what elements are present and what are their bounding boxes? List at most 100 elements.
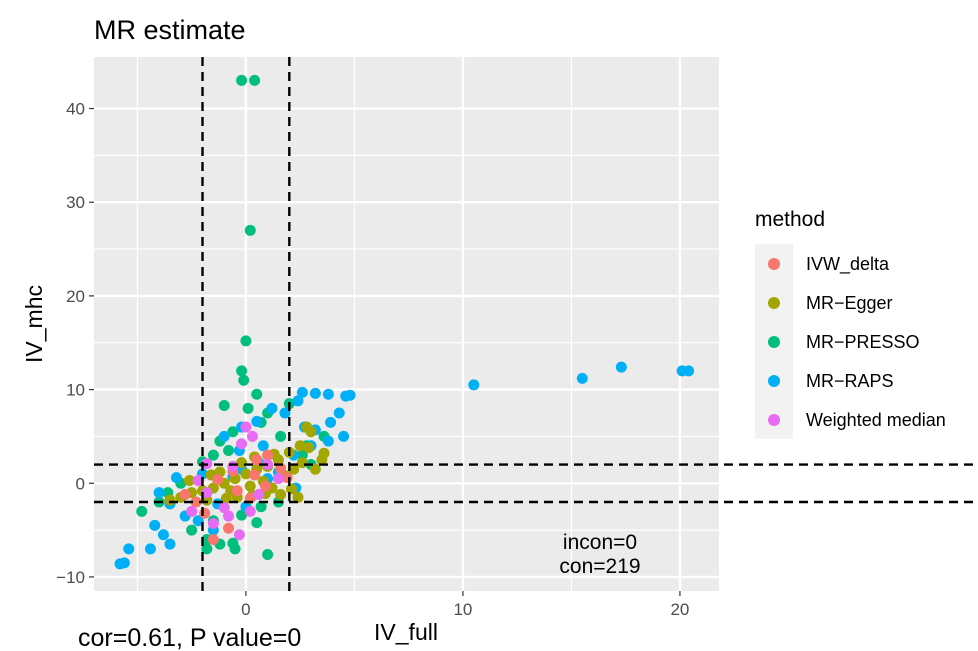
point-ivw-delta (231, 485, 243, 497)
data-points (114, 74, 695, 570)
point-mr-raps (292, 395, 304, 407)
point-mr-presso (229, 543, 241, 555)
point-ivw-delta (212, 474, 224, 486)
point-ivw-delta (207, 533, 219, 545)
point-mr-egger (164, 494, 176, 506)
point-mr-raps (615, 361, 627, 373)
point-weighted-median (223, 510, 235, 522)
point-mr-raps (144, 543, 156, 555)
point-mr-presso (236, 509, 248, 521)
point-ivw-delta (259, 480, 271, 492)
point-mr-raps (683, 365, 695, 377)
grid-minor (94, 57, 719, 591)
x-tick-label: 10 (453, 600, 472, 619)
y-tick-label: −10 (56, 568, 85, 587)
point-mr-raps (338, 430, 350, 442)
point-mr-presso (136, 505, 148, 517)
point-ivw-delta (179, 489, 191, 501)
point-mr-presso (251, 517, 263, 529)
point-mr-raps (296, 386, 308, 398)
point-weighted-median (240, 421, 252, 433)
point-mr-presso (236, 365, 248, 377)
point-mr-egger (296, 457, 308, 469)
legend-items: IVW_delta MR−Egger MR−PRESSO MR−RAPS Weighte… (755, 244, 946, 439)
point-mr-egger (309, 463, 321, 475)
point-mr-egger (285, 483, 297, 495)
y-axis-title: IV_mhc (21, 285, 47, 363)
x-axis-title: IV_full (374, 619, 438, 645)
point-ivw-delta (262, 449, 274, 461)
point-weighted-median (207, 518, 219, 530)
point-mr-raps (322, 435, 334, 447)
legend: method IVW_delta MR−Egger MR−PRESSO MR−RAPS… (755, 208, 946, 439)
y-tick-label: 10 (66, 381, 85, 400)
point-mr-presso (223, 444, 235, 456)
point-mr-presso (236, 74, 248, 86)
point-mr-egger (240, 468, 252, 480)
chart-title: MR estimate (94, 15, 246, 45)
x-axis: 0 10 20 (241, 591, 689, 619)
point-mr-presso (201, 543, 213, 555)
point-weighted-median (218, 502, 230, 514)
point-mr-raps (149, 519, 161, 531)
legend-key-ivw-delta (768, 258, 780, 270)
point-ivw-delta (249, 469, 261, 481)
point-mr-raps (279, 407, 291, 419)
point-weighted-median (201, 487, 213, 499)
point-ivw-delta (199, 507, 211, 519)
point-mr-egger (305, 426, 317, 438)
legend-label-mr-egger: MR−Egger (806, 293, 893, 313)
point-mr-raps (322, 388, 334, 400)
point-mr-presso (207, 449, 219, 461)
legend-label-ivw-delta: IVW_delta (806, 254, 890, 275)
point-mr-presso (251, 388, 263, 400)
x-tick-label: 20 (670, 600, 689, 619)
legend-key-mr-presso (768, 336, 780, 348)
annotation-incon: incon=0 (563, 531, 637, 554)
point-mr-presso (242, 402, 254, 414)
y-tick-label: 20 (66, 287, 85, 306)
point-mr-egger (183, 474, 195, 486)
point-mr-raps (153, 487, 165, 499)
legend-key-mr-egger (768, 297, 780, 309)
point-mr-presso (255, 501, 267, 513)
point-mr-egger (244, 480, 256, 492)
point-weighted-median (272, 473, 284, 485)
point-mr-raps (170, 472, 182, 484)
y-tick-label: 0 (76, 474, 85, 493)
point-mr-presso (249, 74, 261, 86)
point-mr-presso (186, 524, 198, 536)
point-mr-presso (244, 224, 256, 236)
reference-lines (94, 57, 978, 591)
point-weighted-median (246, 430, 258, 442)
legend-label-mr-presso: MR−PRESSO (806, 332, 920, 352)
point-ivw-delta (251, 454, 263, 466)
point-weighted-median (192, 474, 204, 486)
annotation-con: con=219 (559, 555, 640, 578)
point-mr-egger (294, 440, 306, 452)
point-mr-presso (240, 335, 252, 347)
point-mr-raps (251, 415, 263, 427)
point-mr-presso (227, 426, 239, 438)
legend-key-weighted-median (768, 414, 780, 426)
point-mr-raps (468, 379, 480, 391)
point-mr-raps (257, 440, 269, 452)
point-mr-raps (576, 372, 588, 384)
point-mr-egger (318, 447, 330, 459)
point-mr-raps (344, 389, 356, 401)
point-mr-presso (238, 374, 250, 386)
point-ivw-delta (223, 522, 235, 534)
plot-panel: incon=0 con=219 (94, 57, 978, 591)
point-weighted-median (253, 489, 265, 501)
point-weighted-median (186, 505, 198, 517)
point-mr-raps (218, 430, 230, 442)
point-mr-raps (164, 538, 176, 550)
point-ivw-delta (190, 496, 202, 508)
legend-label-weighted-median: Weighted median (806, 410, 946, 430)
point-mr-egger (292, 491, 304, 503)
point-mr-raps (266, 402, 278, 414)
point-weighted-median (244, 505, 256, 517)
point-weighted-median (236, 438, 248, 450)
point-mr-egger (303, 442, 315, 454)
